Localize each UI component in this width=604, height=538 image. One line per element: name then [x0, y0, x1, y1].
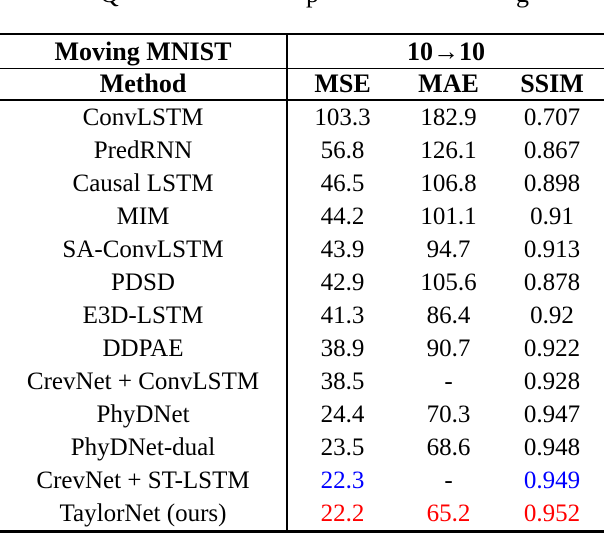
- ssim-cell: 0.92: [530, 301, 574, 329]
- method-cell: CrevNet + ConvLSTM: [0, 365, 288, 398]
- mse-cell: 103.3: [314, 103, 371, 131]
- ssim-cell: 0.91: [530, 202, 574, 230]
- column-header-mae: MAE: [397, 68, 500, 101]
- ssim-cell: 0.867: [523, 136, 581, 164]
- column-header-mse: MSE: [287, 68, 397, 101]
- mae-cell: 101.1: [420, 202, 477, 230]
- method-cell: Causal LSTM: [0, 167, 288, 200]
- mae-cell: 106.8: [420, 169, 477, 197]
- ssim-cell: 0.948: [523, 433, 581, 461]
- ssim-cell: 0.878: [523, 268, 581, 296]
- table-row: Causal LSTM 46.5 106.8 0.898: [0, 167, 604, 200]
- table-header: Moving MNIST 10→10 Method MSE MAE SSIM: [0, 34, 604, 101]
- mae-cell: 126.1: [420, 136, 477, 164]
- mse-cell: 56.8: [320, 136, 365, 164]
- caption-fragment: Q: [100, 0, 119, 7]
- mse-cell: 22.3: [320, 466, 365, 494]
- table-row: CrevNet + ST-LSTM 22.3 - 0.949: [0, 464, 604, 497]
- method-cell: MIM: [0, 200, 288, 233]
- table-row: PDSD 42.9 105.6 0.878: [0, 266, 604, 299]
- column-header-ssim: SSIM: [500, 68, 604, 101]
- dataset-header-cell: Moving MNIST: [0, 34, 288, 69]
- mse-cell: 22.2: [320, 499, 365, 527]
- mse-cell: 41.3: [320, 301, 365, 329]
- ssim-cell: 0.947: [523, 400, 581, 428]
- table-row-column-headers: Method MSE MAE SSIM: [0, 68, 604, 101]
- mae-cell: 86.4: [426, 301, 471, 329]
- ssim-cell: 0.898: [523, 169, 581, 197]
- setting-header-cell: 10→10: [287, 34, 604, 69]
- method-cell: PredRNN: [0, 134, 288, 167]
- table-row: PredRNN 56.8 126.1 0.867: [0, 134, 604, 167]
- mae-cell: 94.7: [426, 235, 471, 263]
- table-row: PhyDNet-dual 23.5 68.6 0.948: [0, 431, 604, 464]
- mae-cell: 105.6: [420, 268, 477, 296]
- ssim-cell: 0.922: [523, 334, 581, 362]
- caption-fragment: p: [306, 0, 319, 7]
- mse-cell: 42.9: [320, 268, 365, 296]
- mse-cell: 23.5: [320, 433, 365, 461]
- ssim-cell: 0.707: [523, 103, 581, 131]
- mse-cell: 24.4: [320, 400, 365, 428]
- cropped-caption: Q p g: [0, 0, 604, 9]
- table-row: TaylorNet (ours) 22.2 65.2 0.952: [0, 497, 604, 532]
- method-cell: CrevNet + ST-LSTM: [0, 464, 288, 497]
- table-row: E3D-LSTM 41.3 86.4 0.92: [0, 299, 604, 332]
- method-cell: PhyDNet-dual: [0, 431, 288, 464]
- mse-cell: 46.5: [320, 169, 365, 197]
- mse-cell: 38.5: [320, 367, 365, 395]
- table-body: ConvLSTM 103.3 182.9 0.707 PredRNN 56.8 …: [0, 100, 604, 532]
- table-row: CrevNet + ConvLSTM 38.5 - 0.928: [0, 365, 604, 398]
- mae-cell: 70.3: [426, 400, 471, 428]
- mae-cell: -: [444, 466, 453, 494]
- column-header-method: Method: [0, 68, 288, 101]
- table-row: SA-ConvLSTM 43.9 94.7 0.913: [0, 233, 604, 266]
- table-row-dataset-header: Moving MNIST 10→10: [0, 34, 604, 69]
- mae-cell: 90.7: [426, 334, 471, 362]
- ssim-cell: 0.952: [523, 499, 581, 527]
- ssim-cell: 0.928: [523, 367, 581, 395]
- method-cell: DDPAE: [0, 332, 288, 365]
- mae-cell: 65.2: [426, 499, 471, 527]
- method-cell: SA-ConvLSTM: [0, 233, 288, 266]
- table-row: DDPAE 38.9 90.7 0.922: [0, 332, 604, 365]
- table-row: ConvLSTM 103.3 182.9 0.707: [0, 100, 604, 134]
- ssim-cell: 0.913: [523, 235, 581, 263]
- method-cell: PDSD: [0, 266, 288, 299]
- ssim-cell: 0.949: [523, 466, 581, 494]
- method-cell: E3D-LSTM: [0, 299, 288, 332]
- mse-cell: 44.2: [320, 202, 365, 230]
- method-cell: TaylorNet (ours): [0, 497, 288, 532]
- mae-cell: 68.6: [426, 433, 471, 461]
- table-row: PhyDNet 24.4 70.3 0.947: [0, 398, 604, 431]
- mse-cell: 43.9: [320, 235, 365, 263]
- results-table: Moving MNIST 10→10 Method MSE MAE SSIM C…: [0, 33, 604, 533]
- mae-cell: 182.9: [420, 103, 477, 131]
- caption-fragment: g: [516, 0, 529, 7]
- method-cell: PhyDNet: [0, 398, 288, 431]
- table-row: MIM 44.2 101.1 0.91: [0, 200, 604, 233]
- mae-cell: -: [444, 367, 453, 395]
- method-cell: ConvLSTM: [0, 100, 288, 134]
- mse-cell: 38.9: [320, 334, 365, 362]
